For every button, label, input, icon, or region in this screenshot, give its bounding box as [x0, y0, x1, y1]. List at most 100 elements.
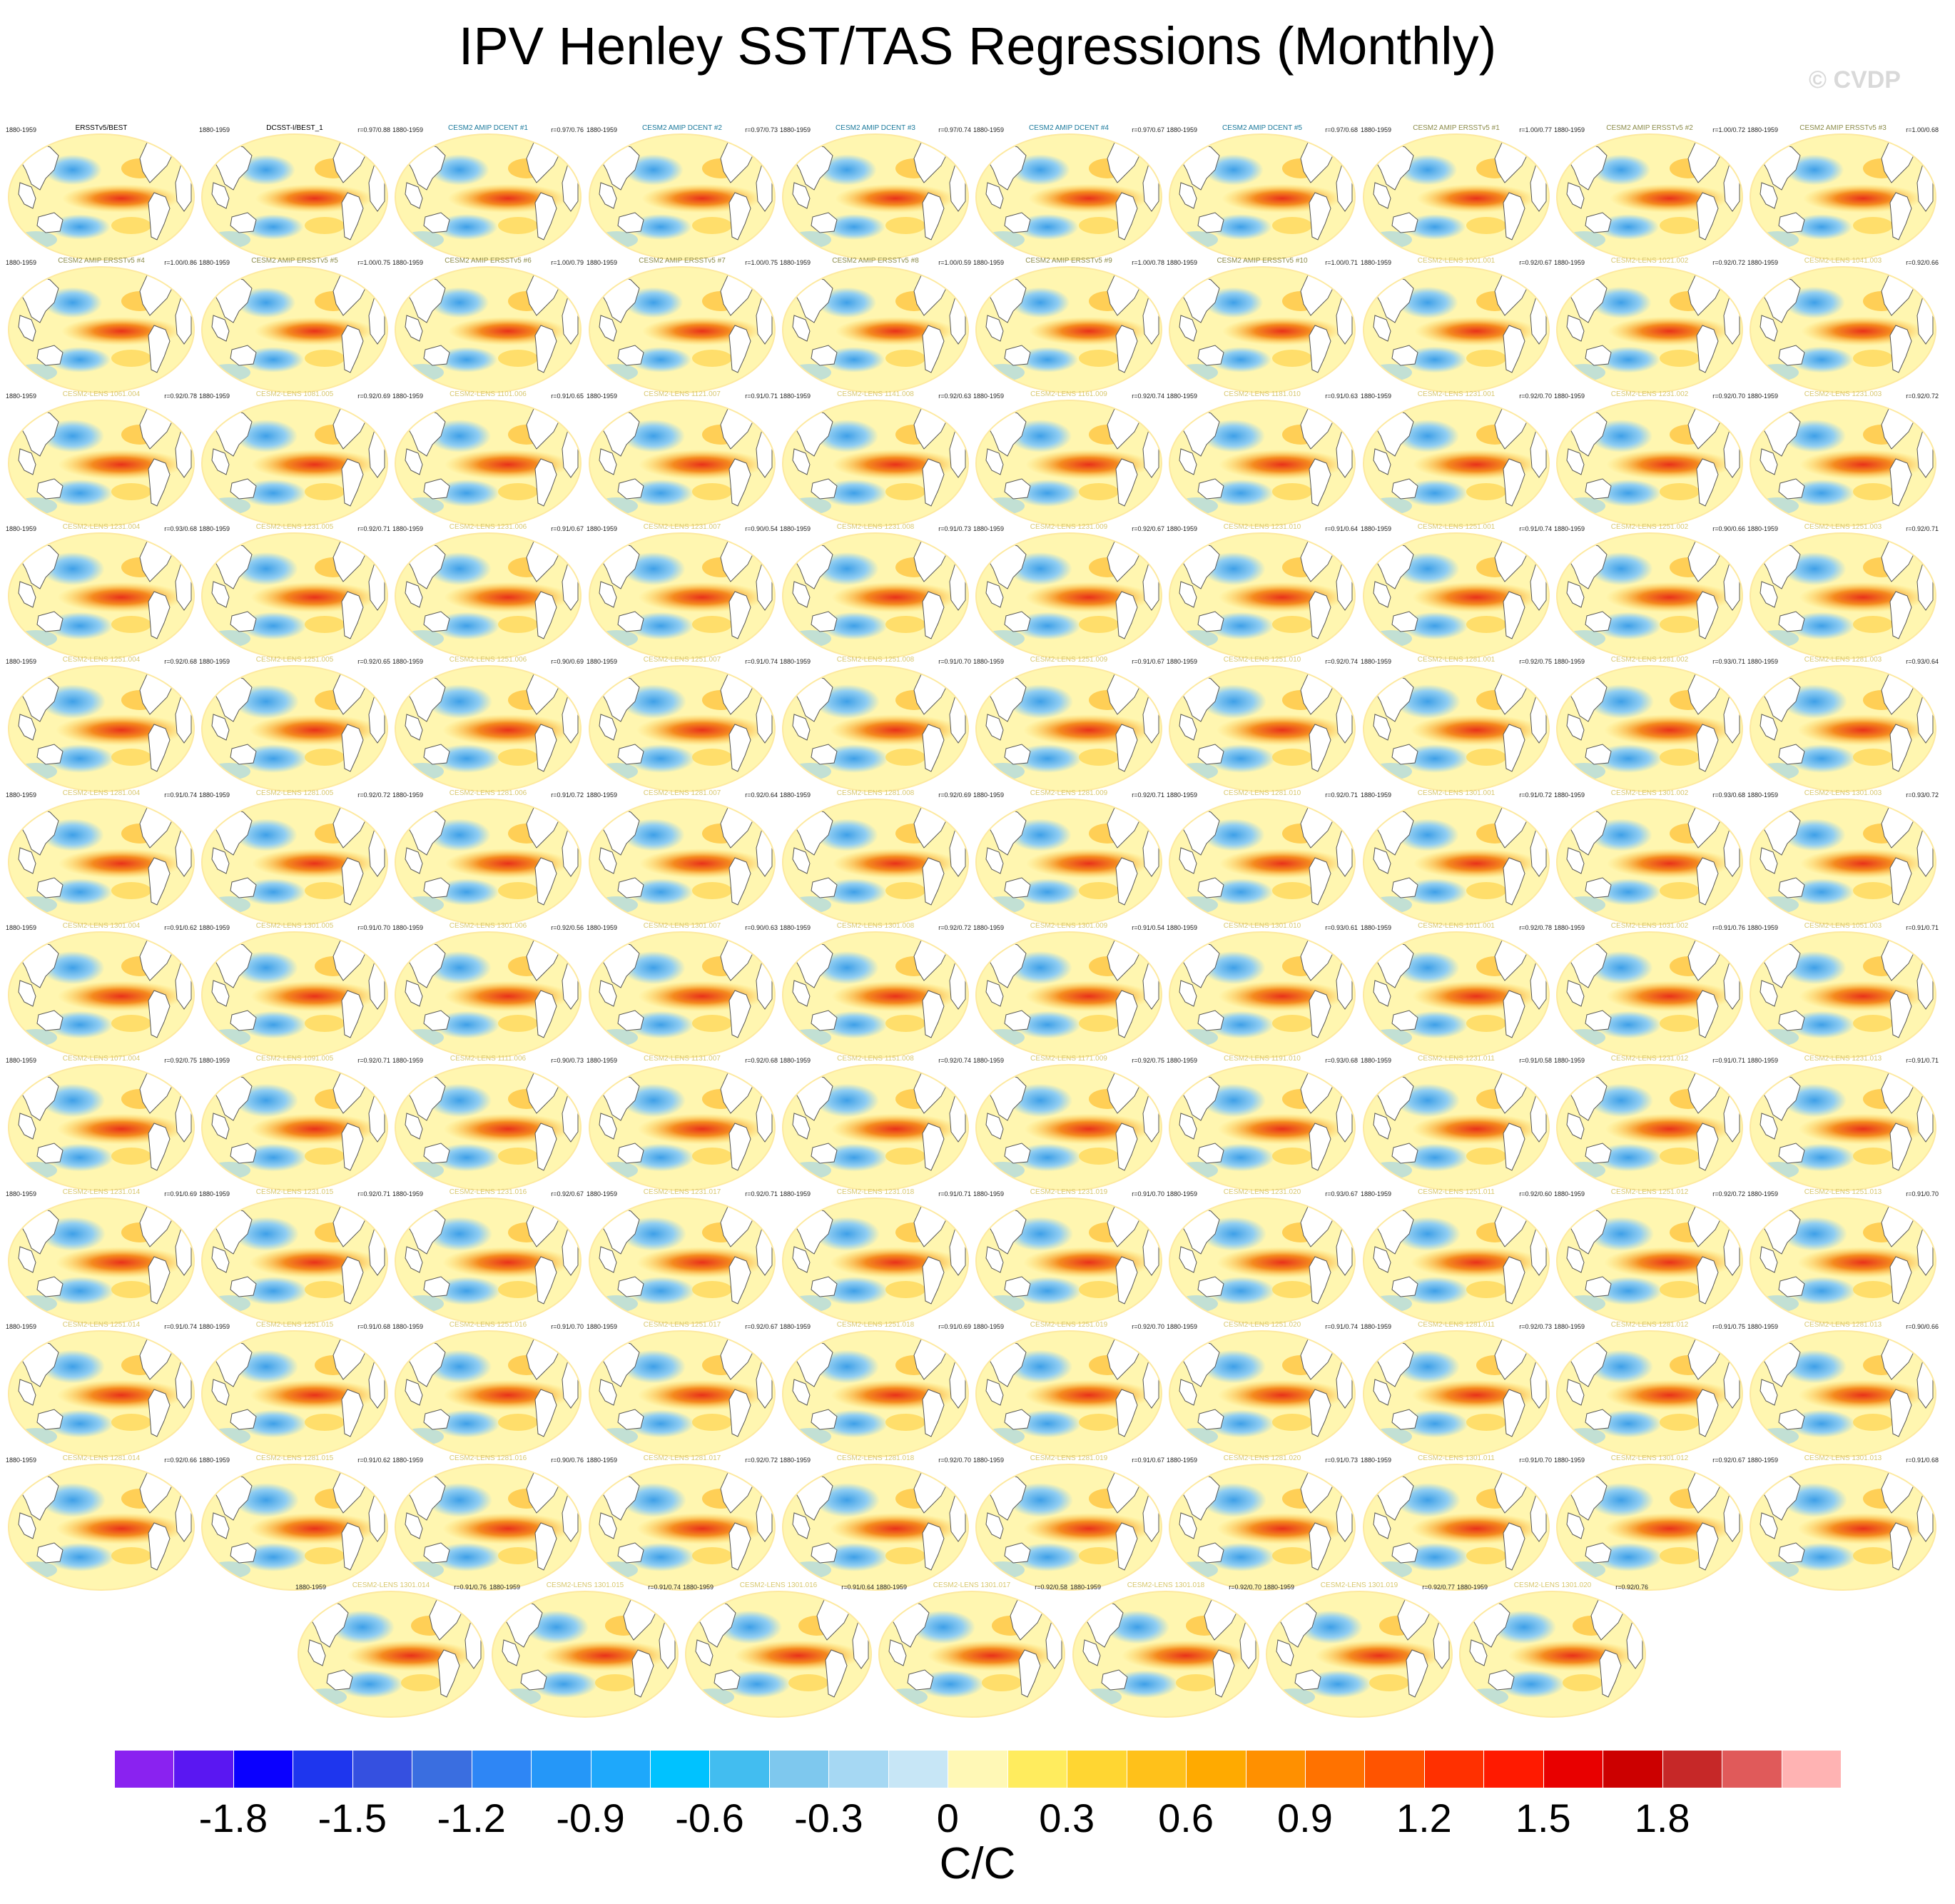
- panel-title: CESM2-LENS 1301.009: [1030, 922, 1108, 930]
- colorbar-tick-label: -1.5: [318, 1796, 387, 1840]
- continent-outline: [341, 1123, 364, 1171]
- continent-outline: [631, 1649, 654, 1698]
- continent-outline: [922, 1123, 945, 1171]
- cool-anomaly-southern-ocean: [788, 630, 831, 647]
- continent-outline: [985, 581, 1004, 608]
- panel-years: 1880-1959: [973, 658, 1005, 665]
- warm-anomaly-se-pacific: [1853, 882, 1893, 899]
- cool-anomaly-south-pacific: [433, 612, 500, 640]
- cool-anomaly-south-pacific: [1594, 1409, 1662, 1438]
- cool-anomaly-south-pacific: [1403, 214, 1466, 240]
- continent-outline: [18, 1113, 36, 1140]
- cool-anomaly-southern-ocean: [1563, 763, 1605, 780]
- panel-pattern-correlation: r=0.92/0.67: [1712, 1457, 1745, 1464]
- continent-outline: [1566, 1379, 1585, 1406]
- cool-anomaly-southern-ocean: [14, 231, 57, 248]
- cool-anomaly-southern-ocean: [595, 1428, 638, 1445]
- panel-title: CESM2 AMIP ERSSTv5 #5: [251, 257, 338, 265]
- map-panel: 1880-1959 CESM2-LENS 1231.003 r=0.92/0.72: [1747, 390, 1939, 527]
- map-panel: 1880-1959 CESM2-LENS 1231.012 r=0.91/0.71: [1554, 1055, 1745, 1192]
- cool-anomaly-southern-ocean: [208, 231, 250, 248]
- continent-outline: [148, 1389, 171, 1437]
- warm-anomaly-se-pacific: [305, 1414, 345, 1431]
- continent-outline: [534, 591, 557, 639]
- cool-anomaly-southern-ocean: [1563, 1162, 1605, 1179]
- cool-anomaly-southern-ocean: [401, 364, 444, 381]
- continent-outline: [1760, 315, 1778, 342]
- panel-title: CESM2-LENS 1141.008: [837, 390, 914, 398]
- panel-years: 1880-1959: [6, 259, 37, 266]
- panel-title: CESM2-LENS 1301.012: [1610, 1454, 1689, 1462]
- regression-map: [1169, 266, 1356, 393]
- continent-outline: [728, 325, 751, 373]
- continent-outline: [341, 325, 364, 373]
- regression-map: [782, 1464, 969, 1591]
- cool-anomaly-south-pacific: [627, 612, 694, 640]
- warm-anomaly-se-pacific: [498, 217, 538, 234]
- cool-anomaly-southern-ocean: [595, 1295, 638, 1312]
- cool-anomaly-north-pacific: [622, 819, 685, 851]
- regression-map: [589, 532, 776, 659]
- panel-pattern-correlation: r=0.91/0.73: [1325, 1457, 1358, 1464]
- panel-years: 1880-1959: [199, 1457, 230, 1464]
- continent-outline: [792, 182, 811, 209]
- cool-anomaly-southern-ocean: [595, 763, 638, 780]
- panel-years: 1880-1959: [6, 126, 37, 133]
- panel-title: CESM2-LENS 1301.014: [352, 1581, 430, 1589]
- continent-outline: [1212, 1649, 1235, 1698]
- map-panel: 1880-1959 CESM2-LENS 1251.005 r=0.92/0.65: [199, 656, 390, 793]
- continent-outline: [1197, 744, 1224, 765]
- warm-anomaly-se-pacific: [1853, 483, 1893, 500]
- continent-outline: [1115, 325, 1138, 373]
- continent-outline: [1391, 877, 1418, 898]
- panel-years: 1880-1959: [586, 1457, 618, 1464]
- panel-title: CESM2 AMIP ERSSTv5 #9: [1025, 257, 1112, 265]
- regression-map: [1363, 1464, 1550, 1591]
- panel-title: CESM2-LENS 1251.010: [1223, 656, 1301, 664]
- colorbar-tick-label: 0.9: [1277, 1796, 1333, 1840]
- cool-anomaly-south-pacific: [1015, 878, 1080, 906]
- continent-outline: [502, 1639, 520, 1666]
- cool-anomaly-south-pacific: [628, 878, 694, 906]
- warm-anomaly-se-pacific: [692, 1015, 732, 1032]
- continent-outline: [1599, 1649, 1622, 1698]
- continent-outline: [341, 591, 364, 639]
- map-boundary: [395, 266, 582, 393]
- panel-years: 1880-1959: [780, 393, 811, 400]
- continent-outline: [36, 611, 64, 632]
- regression-map: [589, 931, 776, 1058]
- continent-outline: [1179, 315, 1197, 342]
- panel-years: 1880-1959: [6, 525, 37, 532]
- map-boundary: [1363, 400, 1550, 527]
- cool-anomaly-south-pacific: [821, 1011, 888, 1039]
- colorbar-swatch: [650, 1750, 711, 1788]
- map-panel: 1880-1959 CESM2 AMIP ERSSTv5 #8 r=1.00/0.5…: [780, 257, 971, 394]
- panel-title: CESM2 AMIP DCENT #1: [448, 124, 528, 132]
- continent-outline: [230, 1276, 257, 1297]
- map-panel: 1880-1959 CESM2-LENS 1101.006 r=0.91/0.65: [392, 390, 584, 527]
- map-panel: 1880-1959 CESM2 AMIP ERSSTv5 #1 r=1.00/0.7…: [1361, 124, 1552, 261]
- panel-title: CESM2-LENS 1251.004: [62, 656, 141, 664]
- regression-map: [589, 400, 776, 527]
- colorbar-tick-label: -0.9: [556, 1796, 625, 1840]
- panel-pattern-correlation: r=0.91/0.71: [938, 1190, 971, 1197]
- map-panel: 1880-1959 CESM2 AMIP ERSSTv5 #6 r=1.00/0.7…: [392, 257, 584, 394]
- cool-anomaly-south-pacific: [1787, 1143, 1856, 1172]
- continent-outline: [1309, 1522, 1331, 1571]
- cool-anomaly-southern-ocean: [1175, 630, 1218, 647]
- regression-map: [395, 532, 582, 659]
- continent-outline: [811, 611, 838, 632]
- panel-years: 1880-1959: [780, 126, 811, 133]
- panel-years: 1880-1959: [1554, 791, 1585, 799]
- map-boundary: [1169, 1197, 1356, 1325]
- continent-outline: [985, 714, 1004, 741]
- warm-anomaly-se-pacific: [111, 1015, 151, 1032]
- panel-title: CESM2-LENS 1251.020: [1223, 1321, 1301, 1329]
- map-panel: 1880-1959 CESM2-LENS 1231.002 r=0.92/0.70: [1554, 390, 1745, 527]
- continent-outline: [728, 591, 751, 639]
- map-panel: 1880-1959 CESM2-LENS 1251.017 r=0.92/0.67: [586, 1321, 778, 1458]
- map-boundary: [8, 266, 195, 393]
- continent-outline: [922, 1522, 945, 1571]
- map-panel: 1880-1959 CESM2-LENS 1281.004 r=0.91/0.74: [6, 789, 197, 926]
- map-boundary: [975, 799, 1162, 926]
